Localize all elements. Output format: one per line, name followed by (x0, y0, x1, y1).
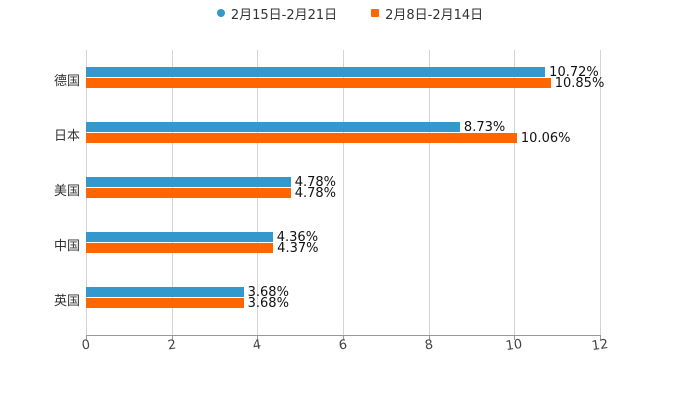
circle-marker-icon (216, 9, 225, 17)
axis-tick (86, 335, 87, 340)
category-label: 德国 (53, 74, 80, 89)
x-tick-label: 0 (80, 337, 92, 354)
axis-tick (257, 335, 258, 340)
data-label: 8.73% (463, 120, 506, 135)
bar-series-2[interactable] (86, 243, 274, 253)
data-label: 4.78% (294, 175, 337, 190)
gridline (600, 50, 601, 335)
x-tick-label: 10 (504, 336, 524, 355)
bar-series-2[interactable] (86, 78, 551, 88)
x-tick-label: 4 (251, 337, 263, 354)
bar-series-2[interactable] (86, 133, 517, 143)
data-label: 3.68% (247, 296, 289, 311)
bar-series-1[interactable] (86, 232, 273, 242)
category-label: 日本 (53, 129, 80, 144)
legend-label: 2月15日-2月21日 (230, 7, 338, 23)
bar-series-1[interactable] (86, 67, 546, 77)
x-tick-label: 12 (590, 336, 610, 355)
axis-tick (172, 335, 173, 340)
axis-tick (600, 335, 601, 340)
data-label: 10.85% (554, 76, 605, 91)
square-marker-icon (371, 9, 380, 17)
data-label: 4.78% (294, 186, 337, 201)
data-label: 10.06% (520, 131, 571, 146)
bar-series-1[interactable] (86, 177, 291, 187)
axis-tick (343, 335, 344, 340)
data-label: 3.68% (247, 285, 289, 300)
category-label: 美国 (53, 184, 80, 199)
legend-item-series-2[interactable]: 2月8日-2月14日 (371, 4, 483, 23)
x-axis-line (86, 335, 601, 336)
gridline (343, 50, 344, 335)
data-label: 4.36% (276, 230, 319, 245)
legend-item-series-1[interactable]: 2月15日-2月21日 (216, 4, 338, 23)
x-tick-label: 6 (337, 337, 349, 354)
bar-series-1[interactable] (86, 287, 244, 297)
bar-series-1[interactable] (86, 122, 460, 132)
chart-legend: 2月15日-2月21日 2月8日-2月14日 (0, 4, 700, 23)
category-label: 英国 (53, 294, 80, 309)
x-tick-label: 8 (423, 337, 435, 354)
legend-label: 2月8日-2月14日 (385, 7, 484, 23)
gridline (429, 50, 430, 335)
axis-tick (514, 335, 515, 340)
bar-series-2[interactable] (86, 298, 244, 308)
data-label: 10.72% (549, 65, 599, 80)
axis-tick (429, 335, 430, 340)
x-tick-label: 2 (166, 337, 178, 354)
data-label: 4.37% (277, 241, 319, 256)
category-label: 中国 (53, 239, 80, 254)
bar-series-2[interactable] (86, 188, 291, 198)
gridline (514, 50, 515, 335)
